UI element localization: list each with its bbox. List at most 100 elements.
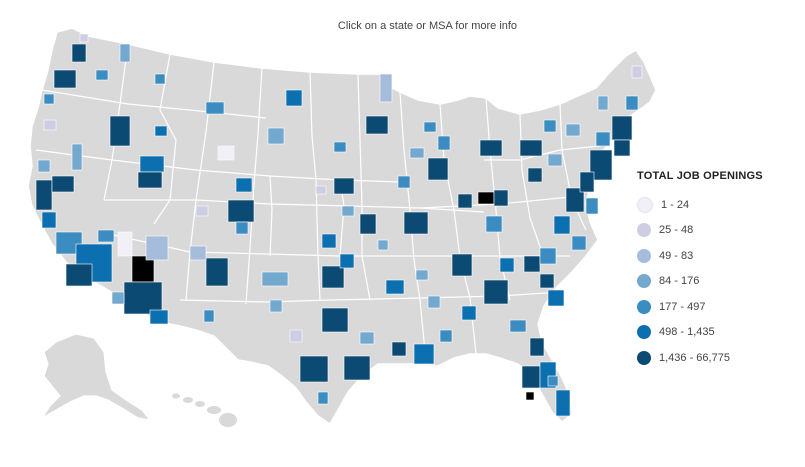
msa-region[interactable] xyxy=(403,211,429,235)
msa-region[interactable] xyxy=(321,265,345,289)
msa-region[interactable] xyxy=(553,215,571,235)
msa-region[interactable] xyxy=(493,189,509,207)
msa-region[interactable] xyxy=(483,279,509,305)
msa-region[interactable] xyxy=(359,213,377,235)
msa-region[interactable] xyxy=(299,355,329,383)
legend-item[interactable]: 498 - 1,435 xyxy=(637,320,797,346)
msa-region[interactable] xyxy=(437,135,451,151)
msa-region[interactable] xyxy=(154,125,168,137)
msa-region[interactable] xyxy=(71,143,83,171)
msa-region[interactable] xyxy=(611,115,633,141)
msa-region[interactable] xyxy=(571,235,587,251)
msa-region[interactable] xyxy=(95,69,109,81)
msa-region[interactable] xyxy=(321,233,337,249)
msa-region[interactable] xyxy=(485,215,503,233)
msa-region[interactable] xyxy=(391,341,407,357)
msa-region[interactable] xyxy=(413,343,435,365)
msa-region[interactable] xyxy=(333,177,355,195)
msa-region[interactable] xyxy=(461,305,477,321)
msa-region[interactable] xyxy=(379,73,393,103)
msa-region[interactable] xyxy=(35,179,53,211)
msa-region[interactable] xyxy=(333,141,347,153)
msa-region[interactable] xyxy=(79,33,89,43)
msa-region[interactable] xyxy=(195,205,209,217)
msa-region[interactable] xyxy=(519,139,543,157)
msa-region[interactable] xyxy=(117,231,133,257)
msa-region[interactable] xyxy=(267,127,285,145)
msa-region[interactable] xyxy=(145,235,169,261)
msa-region[interactable] xyxy=(565,123,581,137)
msa-region[interactable] xyxy=(415,269,429,281)
msa-region[interactable] xyxy=(289,329,303,343)
msa-region[interactable] xyxy=(321,307,349,333)
legend-item[interactable]: 1 - 24 xyxy=(637,192,797,218)
msa-region[interactable] xyxy=(479,139,503,157)
msa-region[interactable] xyxy=(205,257,229,287)
msa-region[interactable] xyxy=(123,281,163,315)
msa-region[interactable] xyxy=(343,355,371,381)
msa-region[interactable] xyxy=(55,231,83,255)
msa-region[interactable] xyxy=(235,177,253,193)
msa-region[interactable] xyxy=(37,159,51,173)
msa-region[interactable] xyxy=(589,149,613,181)
msa-region[interactable] xyxy=(51,175,75,193)
msa-region[interactable] xyxy=(547,153,563,167)
msa-region[interactable] xyxy=(625,95,639,111)
msa-region[interactable] xyxy=(525,391,535,401)
msa-region[interactable] xyxy=(203,309,215,323)
msa-region[interactable] xyxy=(509,319,527,333)
msa-region[interactable] xyxy=(227,199,255,223)
msa-region[interactable] xyxy=(457,193,473,209)
msa-region[interactable] xyxy=(397,175,411,189)
msa-region[interactable] xyxy=(119,43,131,63)
msa-region[interactable] xyxy=(154,73,166,85)
msa-region[interactable] xyxy=(521,365,541,389)
msa-region[interactable] xyxy=(547,289,565,307)
msa-region[interactable] xyxy=(547,375,559,387)
msa-region[interactable] xyxy=(285,89,303,107)
msa-region[interactable] xyxy=(109,115,131,147)
msa-region[interactable] xyxy=(205,101,225,115)
msa-region[interactable] xyxy=(427,295,441,309)
msa-region[interactable] xyxy=(339,253,355,269)
legend-item[interactable]: 49 - 83 xyxy=(637,243,797,269)
msa-region[interactable] xyxy=(409,147,425,159)
msa-region[interactable] xyxy=(41,211,57,229)
msa-region[interactable] xyxy=(585,197,599,215)
msa-region[interactable] xyxy=(65,263,93,287)
msa-region[interactable] xyxy=(595,131,611,147)
msa-region[interactable] xyxy=(341,205,355,217)
msa-region[interactable] xyxy=(477,191,495,205)
msa-region[interactable] xyxy=(71,43,87,63)
msa-region[interactable] xyxy=(53,69,77,89)
state-hawaii[interactable] xyxy=(172,393,237,428)
msa-region[interactable] xyxy=(579,171,595,193)
msa-region[interactable] xyxy=(377,239,389,251)
msa-region[interactable] xyxy=(43,119,57,131)
msa-region[interactable] xyxy=(97,229,115,243)
msa-region[interactable] xyxy=(529,337,545,357)
msa-region[interactable] xyxy=(137,171,163,189)
msa-region[interactable] xyxy=(261,271,289,287)
legend-item[interactable]: 84 - 176 xyxy=(637,269,797,295)
msa-region[interactable] xyxy=(539,247,557,265)
msa-region[interactable] xyxy=(317,391,329,405)
msa-region[interactable] xyxy=(385,279,405,295)
msa-region[interactable] xyxy=(365,115,389,135)
msa-region[interactable] xyxy=(189,245,207,261)
msa-region[interactable] xyxy=(111,291,125,305)
msa-region[interactable] xyxy=(439,329,453,343)
msa-region[interactable] xyxy=(217,145,235,161)
msa-region[interactable] xyxy=(555,389,571,417)
msa-region[interactable] xyxy=(451,253,473,277)
msa-region[interactable] xyxy=(359,331,375,345)
msa-region[interactable] xyxy=(543,119,557,133)
msa-region[interactable] xyxy=(427,157,449,181)
msa-region[interactable] xyxy=(499,257,515,273)
msa-region[interactable] xyxy=(631,65,643,79)
msa-region[interactable] xyxy=(523,255,541,273)
msa-region[interactable] xyxy=(43,93,55,105)
msa-region[interactable] xyxy=(539,273,555,289)
msa-region[interactable] xyxy=(149,309,169,325)
legend-item[interactable]: 25 - 48 xyxy=(637,218,797,244)
